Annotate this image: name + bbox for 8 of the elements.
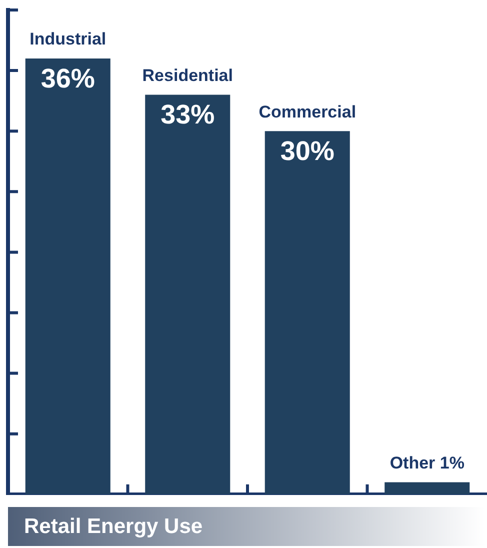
data-label: 30% bbox=[280, 136, 334, 166]
text: Retail Energy Use bbox=[23, 514, 203, 538]
x-tick-label: Residential bbox=[142, 66, 233, 85]
data-label: 36% bbox=[40, 63, 95, 94]
x-tick-label: Industrial bbox=[30, 30, 106, 49]
category-label: Other 1% bbox=[390, 453, 464, 472]
data-label: 33% bbox=[160, 100, 215, 130]
x-tick-label: Commercial bbox=[258, 102, 356, 122]
